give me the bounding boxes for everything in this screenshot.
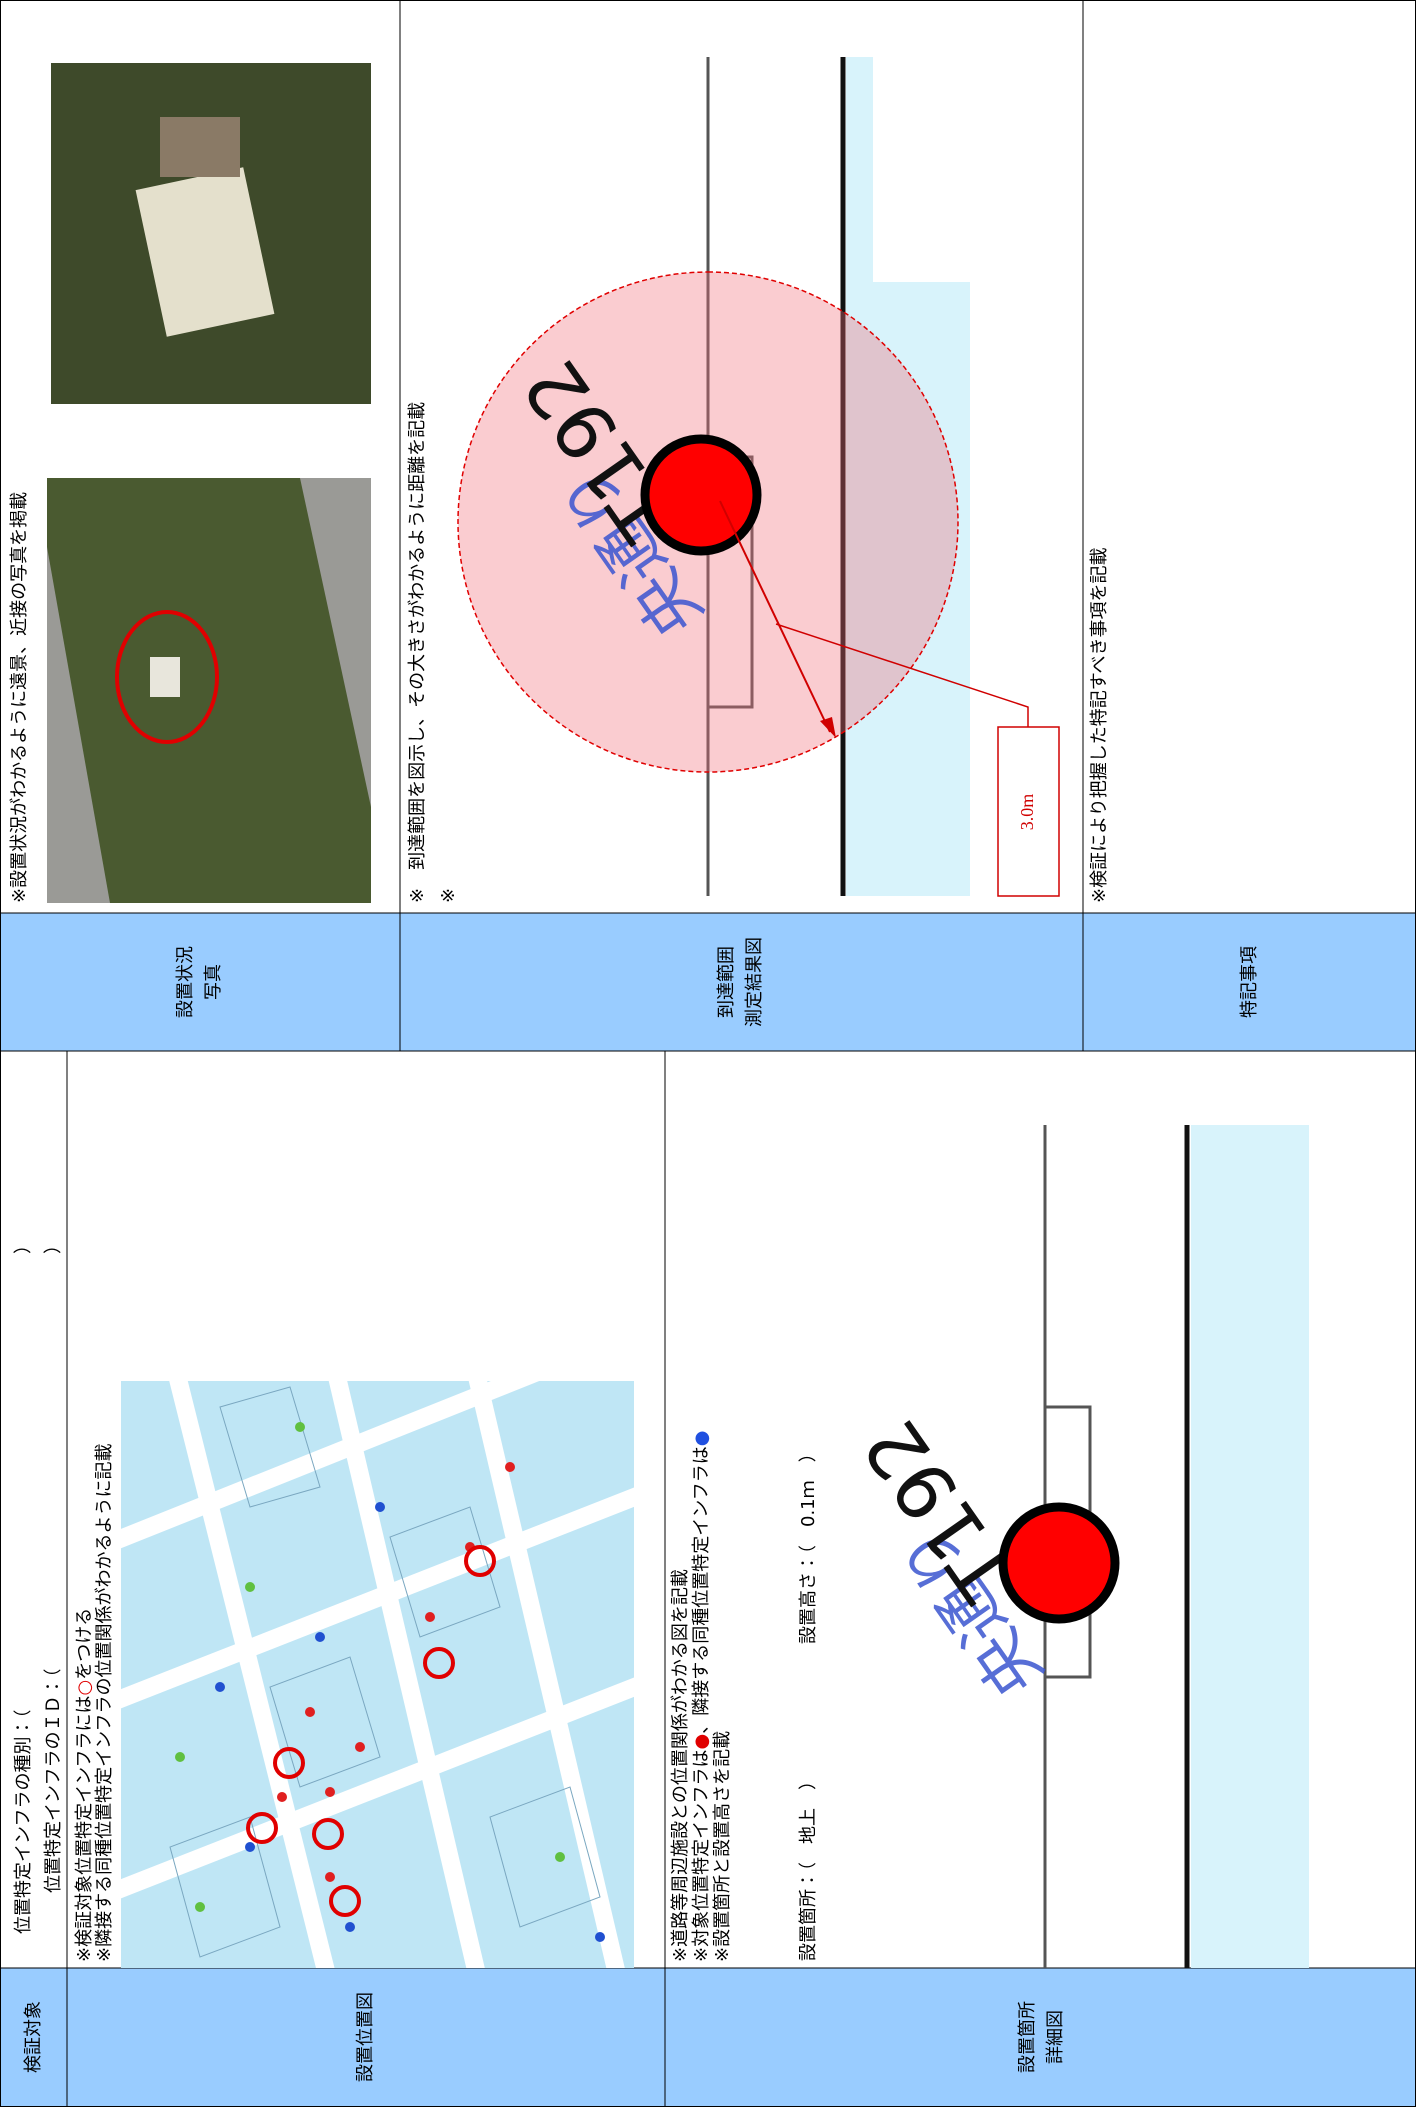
photo-near [51,63,371,404]
photo-far [47,478,371,903]
drawing-shape [246,1812,278,1844]
label-column [0,913,1416,1051]
note-text: ※道路等周辺施設との位置関係がわかる図を記載 [670,1569,691,1962]
drawing-shape [640,434,762,556]
drawing-shape [312,1818,344,1850]
drawing-shape [775,623,1029,727]
field-close: ） [43,1236,64,1254]
note: ※対象位置特定インフラは●、隣接する同種位置特定インフラは● [691,1431,712,1962]
field: 設置箇所：（ 地上 ） [798,1772,819,1961]
drawing-shape [425,1612,435,1622]
drawing-shape [505,1462,515,1472]
drawing-shape [423,1647,455,1679]
drawing-shape [169,1386,601,1958]
cell-label: 設置状況 [175,946,196,1018]
note-text: ※設置箇所と設置高さを記載 [712,1731,733,1962]
cell-label: 特記事項 [1239,946,1260,1018]
note: ※道路等周辺施設との位置関係がわかる図を記載 [670,1569,691,1962]
drawing-shape [325,1787,335,1797]
drawing-shape [375,1502,385,1512]
note: ※ 到達範囲を図示し、その大きさがわかるように距離を記載 [407,402,428,903]
note: ※検証対象位置特定インフラには○をつける [74,1608,95,1962]
drawing-shape [295,1422,305,1432]
drawing-shape [846,57,873,282]
drawing-shape [121,1668,634,1906]
drawing-shape [215,1682,225,1692]
drawing-shape [555,1852,565,1862]
cell-label: 測定結果図 [744,937,765,1027]
detail-diagram: 央通り T192 [847,1125,1309,1968]
label-column [0,1968,1416,2107]
drawing-shape [595,1932,605,1942]
drawing-shape [150,657,180,697]
drawing-shape [464,1545,496,1577]
drawing-shape [246,1545,496,1917]
drawing-shape [175,1422,565,1912]
drawing-shape [215,1502,605,1942]
cell-label: 詳細図 [1045,2010,1066,2064]
note-text: ※対象位置特定インフラは [691,1749,712,1962]
note: ※隣接する同種位置特定インフラの位置関係がわかるように記載 [94,1443,115,1962]
drawing-shape [355,1742,365,1752]
note-text: 、隣接する同種位置特定インフラは [691,1446,712,1733]
drawing-shape [115,610,219,744]
field: 設置高さ：（ 0.1ｍ ） [798,1444,819,1644]
cell-label: 到達範囲 [716,946,737,1018]
note-text: ※検証対象位置特定インフラには [74,1695,95,1962]
drawing-shape [820,717,836,738]
location-map-image [121,1381,634,1968]
drawing-shape [161,1381,339,1968]
drawing-shape [121,1381,604,1556]
cell-label: 写真 [203,964,224,1000]
drawing-shape [195,1902,205,1912]
drawing-shape [121,1478,634,1716]
drawing-shape [305,1707,315,1717]
drawing-shape [273,1747,305,1779]
drawing-shape [135,167,275,337]
drawing-shape [997,726,1060,897]
field-label: 位置特定インフラのＩＤ：（ [43,1669,64,1893]
note-mark: ○ [74,1680,95,1696]
note: ※ [438,888,459,903]
range-diagram: 央通り T192 3.0m [457,57,1060,897]
distance-label: 3.0m [1017,794,1037,831]
drawing-shape [47,478,371,903]
note: ※設置状況がわかるように遠景、近接の写真を掲載 [9,492,30,903]
note-text: ※隣接する同種位置特定インフラの位置関係がわかるように記載 [94,1443,115,1962]
drawing-shape [160,117,240,177]
drawing-shape [329,1885,361,1917]
note-text: をつける [74,1608,95,1680]
drawing-shape [175,1752,185,1762]
drawing-shape [245,1582,255,1592]
drawing-shape [998,1502,1120,1624]
drawing-shape [345,1922,355,1932]
drawing-shape [315,1632,325,1642]
field-label: 位置特定インフラの種別：（ [13,1710,34,1934]
drawing-shape [1191,1125,1309,1968]
drawing-shape [169,1386,601,1958]
cell-label: 設置箇所 [1017,2001,1038,2073]
drawing-shape [719,500,831,733]
drawing-shape [846,282,970,896]
note-mark: ● [691,1431,712,1447]
drawing-shape [325,1872,335,1882]
note-mark: ● [691,1734,712,1750]
drawing-shape [277,1792,287,1802]
drawing-shape [245,1842,255,1852]
note: ※設置箇所と設置高さを記載 [712,1731,733,1962]
note: ※検証により把握した特記すべき事項を記載 [1089,548,1110,903]
cell-label: 検証対象 [23,2001,44,2073]
field-close: ） [13,1236,34,1254]
cell-label: 設置位置図 [355,1992,376,2082]
